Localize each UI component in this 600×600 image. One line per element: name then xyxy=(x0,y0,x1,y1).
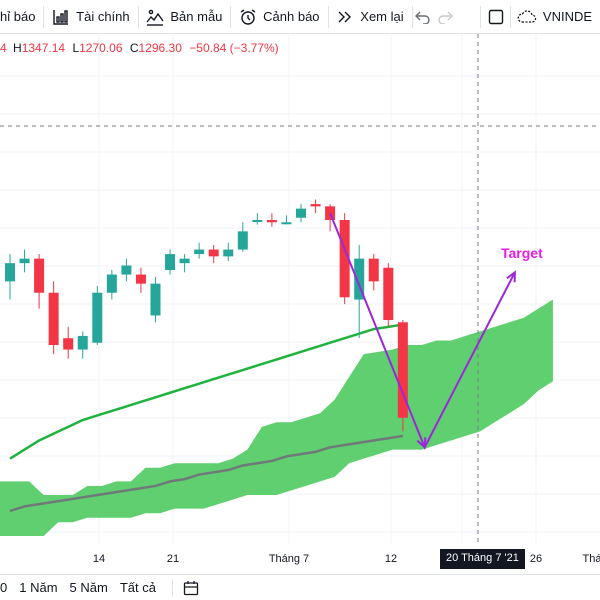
candle-body xyxy=(34,258,45,293)
candle-body xyxy=(106,274,117,293)
indicators-button[interactable]: hỉ báo xyxy=(0,0,43,34)
moving-average-line xyxy=(9,323,404,460)
range-5y[interactable]: 5 Năm xyxy=(69,580,108,595)
square-icon xyxy=(488,9,503,24)
candle-body xyxy=(296,208,306,218)
candle-body xyxy=(179,258,190,264)
range-1y[interactable]: 1 Năm xyxy=(19,580,58,595)
candle-body xyxy=(194,249,205,255)
legend-low-key: L xyxy=(72,41,80,55)
arrow-head-down xyxy=(416,437,427,450)
x-tick: 26 xyxy=(529,553,543,565)
target-label[interactable]: Target xyxy=(501,245,543,261)
x-tick: Tháng 7 xyxy=(268,553,310,565)
candle-body xyxy=(354,258,365,300)
symbol-label: VNINDE xyxy=(542,9,593,24)
templates-button[interactable]: Bản mẫu xyxy=(138,0,230,34)
bottombar-divider xyxy=(171,578,173,597)
fullscreen-button[interactable] xyxy=(481,0,510,34)
range-bar: 0 1 Năm 5 Năm Tất cả xyxy=(0,574,600,600)
legend-close-key: C xyxy=(129,41,139,55)
top-toolbar: hỉ báo Tài chính Bản mẫu Cảnh báo Xem lạ… xyxy=(0,0,600,34)
indicator-lines xyxy=(9,323,404,513)
financials-button[interactable]: Tài chính xyxy=(44,0,137,34)
x-tick: 12 xyxy=(384,553,398,565)
toolbar-label-replay: Xem lại xyxy=(360,9,404,24)
range-partial[interactable]: 0 xyxy=(0,580,8,595)
alert-icon xyxy=(240,8,256,25)
financials-icon xyxy=(53,9,69,25)
toolbar-divider xyxy=(43,5,45,28)
candle-body xyxy=(397,322,408,418)
candle-body xyxy=(48,292,59,346)
candle-body xyxy=(19,258,30,264)
candle-body xyxy=(266,220,277,223)
toolbar-label-indicators: hỉ báo xyxy=(0,9,36,24)
x-tick: 21 xyxy=(166,553,180,565)
toolbar-divider xyxy=(480,5,481,28)
undo-icon xyxy=(415,11,431,24)
replay-icon xyxy=(338,11,352,22)
cloud-area xyxy=(0,299,553,536)
baseline-line xyxy=(9,434,404,513)
arrow-head-up xyxy=(506,270,516,283)
templates-icon xyxy=(146,9,164,26)
toolbar-label-financials: Tài chính xyxy=(76,9,130,24)
toolbar-divider xyxy=(327,5,329,28)
legend-high-value: 1347.14 xyxy=(21,41,66,55)
candle-body xyxy=(223,249,234,257)
toolbar-label-templates: Bản mẫu xyxy=(170,9,223,24)
ohlc-legend: 4 H1347.14 L1270.06 C1296.30 −50.84 (−3.… xyxy=(0,41,283,55)
crosshair xyxy=(0,34,600,544)
candle-body xyxy=(63,338,74,350)
toolbar-label-alert: Cảnh báo xyxy=(263,9,320,24)
undo-button[interactable] xyxy=(412,0,434,34)
redo-icon xyxy=(438,11,454,24)
candle-body xyxy=(237,231,248,250)
legend-high-key: H xyxy=(13,41,22,55)
candle-body xyxy=(150,283,161,316)
chart-canvas[interactable]: Target xyxy=(0,34,600,544)
crosshair-date-label: 20 Tháng 7 '21 xyxy=(440,549,525,569)
candle-body xyxy=(92,292,103,343)
toolbar-divider xyxy=(510,5,511,28)
x-tick: Thá xyxy=(582,553,600,565)
candle-body xyxy=(208,249,219,257)
legend-close-value: 1296.30 xyxy=(138,41,182,55)
symbol-button[interactable]: VNINDE xyxy=(511,0,600,34)
cloud-icon xyxy=(517,9,537,23)
candle-body xyxy=(310,204,321,207)
price-chart[interactable]: Target xyxy=(0,34,600,544)
x-tick: 14 xyxy=(92,553,106,565)
redo-button[interactable] xyxy=(434,0,456,34)
legend-low-value: 1270.06 xyxy=(79,41,123,55)
ichimoku-cloud xyxy=(0,299,553,536)
time-axis[interactable]: 14 21 Tháng 7 12 26 Thá 20 Tháng 7 '21 xyxy=(0,544,600,572)
projection-drawing[interactable] xyxy=(329,212,516,450)
legend-change: −50.84 (−3.77%) xyxy=(189,41,279,55)
candle-body xyxy=(5,263,15,282)
alert-button[interactable]: Cảnh báo xyxy=(231,0,327,34)
candle-body xyxy=(252,220,263,222)
candle-body xyxy=(383,267,394,321)
range-all[interactable]: Tất cả xyxy=(119,580,156,595)
candle-body xyxy=(165,254,176,271)
legend-open-fragment: 4 xyxy=(0,41,7,55)
candle-body xyxy=(77,335,88,350)
toolbar-divider xyxy=(137,5,139,28)
replay-button[interactable]: Xem lại xyxy=(328,0,411,34)
candlesticks xyxy=(5,199,408,432)
candle-body xyxy=(368,258,379,282)
toolbar-divider xyxy=(411,5,413,28)
candle-body xyxy=(339,220,350,298)
candle-body xyxy=(121,265,132,275)
calendar-icon[interactable] xyxy=(183,580,199,596)
candle-body xyxy=(281,222,292,225)
toolbar-divider xyxy=(230,5,232,28)
candle-body xyxy=(135,274,146,284)
